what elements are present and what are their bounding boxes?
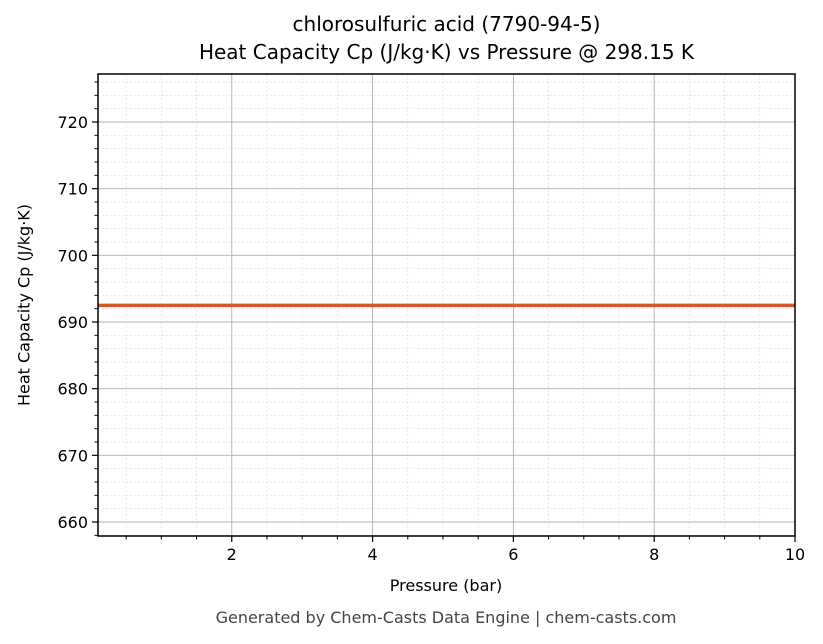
x-axis-label: Pressure (bar)	[389, 576, 503, 595]
x-tick-label: 4	[367, 545, 377, 564]
x-tick-label: 10	[785, 545, 805, 564]
y-tick-label: 660	[57, 513, 88, 532]
x-tick-label: 2	[227, 545, 237, 564]
y-axis-label: Heat Capacity Cp (J/kg·K)	[14, 203, 34, 407]
x-tick-label: 8	[649, 545, 659, 564]
footer-credit: Generated by Chem-Casts Data Engine | ch…	[215, 608, 677, 627]
y-tick-label: 680	[57, 380, 88, 399]
y-tick-label: 700	[57, 246, 88, 265]
y-tick-label: 710	[57, 180, 88, 199]
axes-frame	[97, 73, 796, 537]
chart-title-line2: Heat Capacity Cp (J/kg·K) vs Pressure @ …	[198, 40, 695, 64]
chart-title-line1: chlorosulfuric acid (7790-94-5)	[292, 12, 601, 36]
y-tick-label: 670	[57, 446, 88, 465]
x-tick-label: 6	[508, 545, 518, 564]
y-tick-label: 720	[57, 113, 88, 132]
y-tick-label: 690	[57, 313, 88, 332]
